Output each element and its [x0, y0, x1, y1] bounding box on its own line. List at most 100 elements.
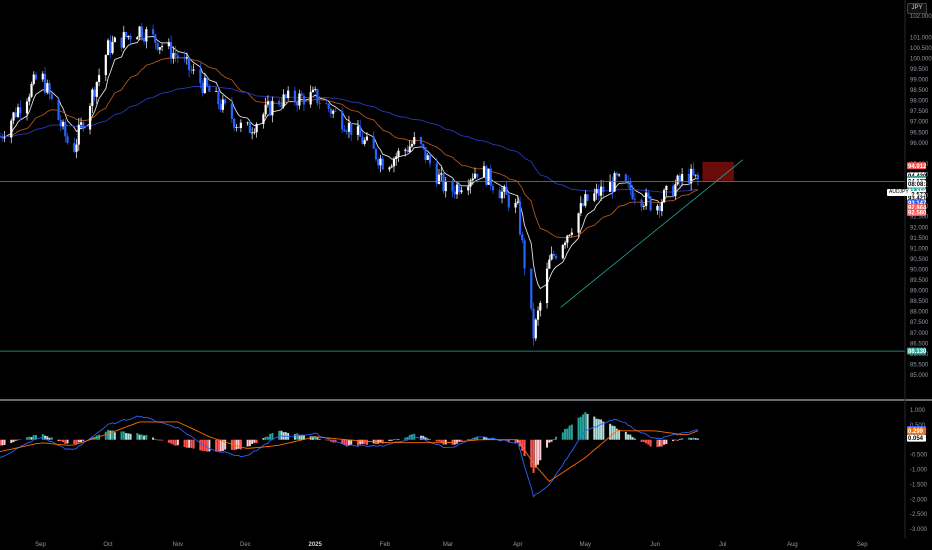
macd-histogram-bar — [609, 423, 612, 440]
candle-body — [381, 158, 384, 170]
macd-histogram-bar — [296, 433, 299, 440]
candle-body — [262, 114, 265, 124]
candle-body — [696, 174, 699, 180]
macd-histogram-bar — [474, 437, 477, 440]
macd-histogram-bar — [602, 421, 605, 440]
macd-histogram-bar — [57, 439, 60, 441]
candle-body — [50, 94, 53, 99]
macd-histogram-bar — [302, 435, 305, 440]
ascending-trendline — [560, 159, 744, 308]
time-tick-label: Jul — [719, 542, 727, 548]
candle-body — [325, 103, 328, 105]
price-tag-bg — [907, 180, 926, 188]
candle-body — [140, 26, 143, 38]
macd-histogram-bar — [444, 439, 447, 445]
macd-histogram-bar — [152, 437, 155, 440]
macd-histogram-bar — [62, 439, 65, 443]
candle-body — [660, 202, 663, 212]
candle-body — [269, 101, 272, 116]
candle-body — [19, 107, 22, 114]
candle-body — [190, 70, 193, 72]
candle-body — [106, 40, 110, 56]
macd-histogram-bar — [487, 438, 490, 440]
candle-body — [314, 89, 317, 90]
macd-histogram-bar — [507, 439, 510, 443]
macd-histogram-bar — [624, 431, 627, 440]
candle-body — [206, 77, 209, 87]
price-tag-bg — [907, 162, 926, 170]
macd-histogram-bar — [406, 437, 409, 440]
candle-body — [471, 178, 474, 181]
candle-body — [311, 89, 315, 93]
candle-body — [334, 110, 337, 112]
candle-body — [1, 136, 4, 138]
candle-body — [602, 186, 605, 192]
sell-zone-box — [702, 161, 734, 181]
macd-histogram-bar — [564, 428, 567, 440]
candle-body — [138, 26, 141, 38]
macd-histogram-bar — [676, 439, 679, 441]
macd-histogram-bar — [172, 439, 175, 445]
candle-body — [264, 104, 267, 115]
candle-body — [658, 205, 661, 212]
macd-histogram-bar — [143, 435, 146, 440]
macd-histogram-bar — [237, 439, 240, 449]
macd-histogram-bar — [50, 437, 53, 440]
candle-body — [318, 103, 321, 105]
candle-body — [613, 173, 616, 192]
candle-body — [593, 193, 596, 201]
macd-histogram-bar — [492, 437, 495, 440]
macd-histogram-bar — [521, 439, 524, 451]
macd-histogram-bar — [561, 432, 564, 440]
price-tick-label: 85.000 — [910, 373, 929, 379]
candle-body — [104, 55, 107, 76]
candle-body — [586, 194, 589, 201]
currency-badge[interactable]: JPY — [907, 3, 927, 14]
candle-body — [507, 194, 510, 208]
candle-body — [498, 190, 501, 199]
candle-body — [30, 84, 33, 97]
macd-histogram-bar — [314, 436, 317, 440]
macd-histogram-bar — [408, 434, 411, 440]
macd-histogram-bar — [201, 439, 204, 451]
macd-histogram-bar — [483, 436, 486, 440]
price-tick-label: 97.000 — [910, 120, 929, 126]
macd-histogram-bar — [392, 439, 395, 440]
macd-tick-label: -0.500 — [910, 453, 928, 459]
macd-histogram-bar — [460, 439, 463, 442]
candle-body — [672, 185, 675, 197]
macd-tag: 0.054 — [908, 436, 924, 442]
macd-histogram-bar — [359, 439, 362, 445]
macd-histogram-bar — [327, 439, 330, 441]
macd-histogram-bar — [681, 438, 684, 440]
time-tick-label: Aug — [787, 542, 798, 548]
macd-histogram-bar — [170, 439, 173, 444]
macd-histogram-bar — [12, 439, 15, 443]
price-tags: 94.91294.43094.26594.22294.17708:08:3893… — [907, 162, 932, 442]
candle-body — [183, 57, 186, 59]
macd-histogram-bar — [30, 437, 33, 440]
candle-body — [442, 173, 445, 192]
candle-body — [280, 104, 283, 107]
candle-body — [347, 122, 351, 132]
macd-histogram-bar — [633, 438, 636, 440]
macd-histogram-bar — [113, 432, 116, 440]
candle-body — [278, 100, 281, 105]
macd-histogram-bar — [485, 437, 488, 440]
candle-body — [97, 75, 101, 82]
candle-body — [406, 149, 409, 153]
macd-histogram-bar — [395, 438, 398, 440]
macd-tag-bg — [907, 427, 926, 435]
ma-slow-line — [0, 85, 698, 193]
macd-histogram-bar — [253, 439, 256, 443]
macd-histogram-bar — [530, 439, 533, 468]
macd-histogram-bar — [631, 437, 634, 440]
macd-histogram-bar — [224, 439, 227, 450]
candle-body — [408, 146, 411, 153]
candle-body — [516, 201, 519, 203]
price-tick-label: 86.500 — [910, 341, 929, 347]
candle-body — [388, 167, 391, 170]
macd-histogram-bar — [109, 430, 112, 440]
macd-histogram-bar — [532, 439, 535, 473]
